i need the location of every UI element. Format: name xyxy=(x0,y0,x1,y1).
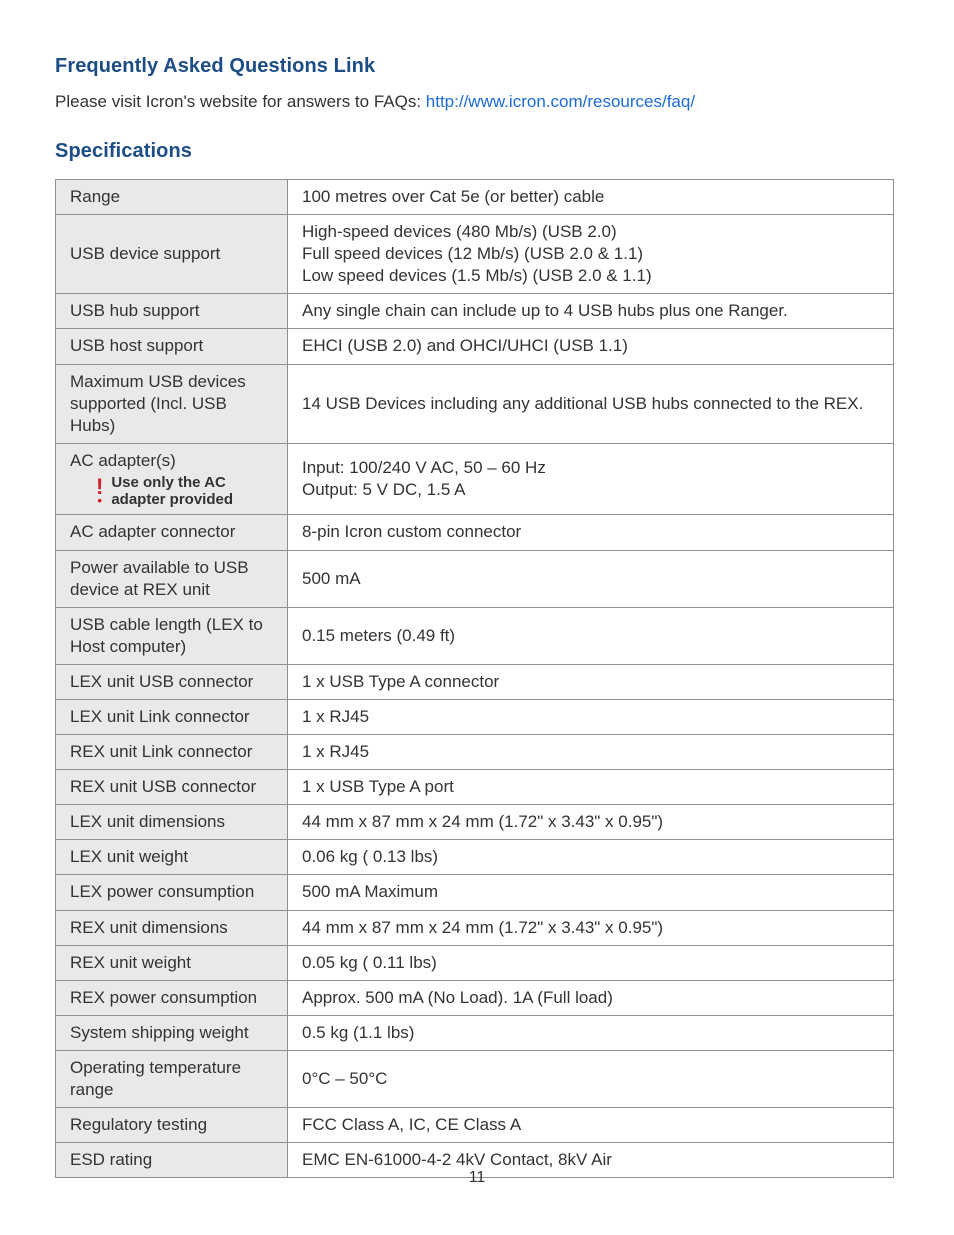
table-row: USB cable length (LEX to Host computer)0… xyxy=(56,607,894,664)
spec-heading: Specifications xyxy=(55,140,899,163)
table-row: USB host supportEHCI (USB 2.0) and OHCI/… xyxy=(56,329,894,364)
table-row: REX unit Link connector1 x RJ45 xyxy=(56,735,894,770)
spec-value: 0°C – 50°C xyxy=(288,1050,894,1107)
spec-value: 1 x RJ45 xyxy=(288,700,894,735)
faq-intro: Please visit Icron's website for answers… xyxy=(55,92,899,112)
page-number: 11 xyxy=(0,1169,954,1187)
spec-value-line: Input: 100/240 V AC, 50 – 60 Hz xyxy=(302,457,881,479)
table-row: LEX unit weight0.06 kg ( 0.13 lbs) xyxy=(56,840,894,875)
table-row: USB hub supportAny single chain can incl… xyxy=(56,294,894,329)
spec-label: LEX unit Link connector xyxy=(56,700,288,735)
spec-label: USB cable length (LEX to Host computer) xyxy=(56,607,288,664)
table-row: REX power consumptionApprox. 500 mA (No … xyxy=(56,980,894,1015)
spec-value-line: Low speed devices (1.5 Mb/s) (USB 2.0 & … xyxy=(302,265,881,287)
spec-label: System shipping weight xyxy=(56,1015,288,1050)
spec-label: LEX unit USB connector xyxy=(56,664,288,699)
spec-value: High-speed devices (480 Mb/s) (USB 2.0)F… xyxy=(288,215,894,294)
spec-label: REX unit weight xyxy=(56,945,288,980)
table-row: LEX unit Link connector1 x RJ45 xyxy=(56,700,894,735)
spec-value: 0.15 meters (0.49 ft) xyxy=(288,607,894,664)
spec-label: AC adapter(s) !• Use only the ACadapter pr… xyxy=(56,443,288,515)
spec-value-line: High-speed devices (480 Mb/s) (USB 2.0) xyxy=(302,221,881,243)
table-row: USB device supportHigh-speed devices (48… xyxy=(56,215,894,294)
table-row: AC adapter connector8-pin Icron custom c… xyxy=(56,515,894,550)
spec-label: Regulatory testing xyxy=(56,1108,288,1143)
table-row: REX unit USB connector1 x USB Type A por… xyxy=(56,770,894,805)
spec-value: Approx. 500 mA (No Load). 1A (Full load) xyxy=(288,980,894,1015)
warning-icon: !• xyxy=(96,478,103,504)
table-row: LEX unit dimensions44 mm x 87 mm x 24 mm… xyxy=(56,805,894,840)
table-row: AC adapter(s) !• Use only the ACadapter pr… xyxy=(56,443,894,515)
spec-value: 44 mm x 87 mm x 24 mm (1.72" x 3.43" x 0… xyxy=(288,805,894,840)
table-row: Operating temperature range0°C – 50°C xyxy=(56,1050,894,1107)
faq-intro-text: Please visit Icron's website for answers… xyxy=(55,92,426,111)
spec-value-line: Output: 5 V DC, 1.5 A xyxy=(302,479,881,501)
spec-label: LEX power consumption xyxy=(56,875,288,910)
spec-label: REX unit dimensions xyxy=(56,910,288,945)
spec-label: USB device support xyxy=(56,215,288,294)
ac-warning-text: Use only the ACadapter provided xyxy=(111,474,233,509)
table-row: REX unit weight0.05 kg ( 0.11 lbs) xyxy=(56,945,894,980)
faq-heading: Frequently Asked Questions Link xyxy=(55,55,899,78)
spec-label: REX unit USB connector xyxy=(56,770,288,805)
spec-label: Maximum USB devices supported (Incl. USB… xyxy=(56,364,288,443)
spec-value: Input: 100/240 V AC, 50 – 60 HzOutput: 5… xyxy=(288,443,894,515)
spec-value: FCC Class A, IC, CE Class A xyxy=(288,1108,894,1143)
table-row: Power available to USB device at REX uni… xyxy=(56,550,894,607)
spec-label-text: AC adapter(s) xyxy=(70,450,275,472)
spec-label: AC adapter connector xyxy=(56,515,288,550)
spec-label: USB host support xyxy=(56,329,288,364)
table-row: Range100 metres over Cat 5e (or better) … xyxy=(56,180,894,215)
spec-label: LEX unit dimensions xyxy=(56,805,288,840)
spec-label: Power available to USB device at REX uni… xyxy=(56,550,288,607)
table-row: Maximum USB devices supported (Incl. USB… xyxy=(56,364,894,443)
table-row: LEX power consumption500 mA Maximum xyxy=(56,875,894,910)
spec-value: 8-pin Icron custom connector xyxy=(288,515,894,550)
table-row: LEX unit USB connector1 x USB Type A con… xyxy=(56,664,894,699)
spec-value: 500 mA Maximum xyxy=(288,875,894,910)
table-row: Regulatory testingFCC Class A, IC, CE Cl… xyxy=(56,1108,894,1143)
spec-label: USB hub support xyxy=(56,294,288,329)
spec-label: REX unit Link connector xyxy=(56,735,288,770)
spec-value: 44 mm x 87 mm x 24 mm (1.72" x 3.43" x 0… xyxy=(288,910,894,945)
spec-value: EHCI (USB 2.0) and OHCI/UHCI (USB 1.1) xyxy=(288,329,894,364)
spec-label: Operating temperature range xyxy=(56,1050,288,1107)
spec-label: REX power consumption xyxy=(56,980,288,1015)
spec-value: 0.5 kg (1.1 lbs) xyxy=(288,1015,894,1050)
spec-value: 0.05 kg ( 0.11 lbs) xyxy=(288,945,894,980)
spec-value: 1 x USB Type A connector xyxy=(288,664,894,699)
faq-link[interactable]: http://www.icron.com/resources/faq/ xyxy=(426,92,695,111)
table-row: System shipping weight0.5 kg (1.1 lbs) xyxy=(56,1015,894,1050)
spec-value: 1 x USB Type A port xyxy=(288,770,894,805)
spec-value: 0.06 kg ( 0.13 lbs) xyxy=(288,840,894,875)
spec-label: LEX unit weight xyxy=(56,840,288,875)
spec-value-line: Full speed devices (12 Mb/s) (USB 2.0 & … xyxy=(302,243,881,265)
table-row: REX unit dimensions44 mm x 87 mm x 24 mm… xyxy=(56,910,894,945)
spec-value: Any single chain can include up to 4 USB… xyxy=(288,294,894,329)
spec-value: 1 x RJ45 xyxy=(288,735,894,770)
spec-table: Range100 metres over Cat 5e (or better) … xyxy=(55,179,894,1178)
spec-value: 14 USB Devices including any additional … xyxy=(288,364,894,443)
ac-warning: !• Use only the ACadapter provided xyxy=(70,474,275,509)
spec-value: 500 mA xyxy=(288,550,894,607)
spec-value: 100 metres over Cat 5e (or better) cable xyxy=(288,180,894,215)
spec-label: Range xyxy=(56,180,288,215)
